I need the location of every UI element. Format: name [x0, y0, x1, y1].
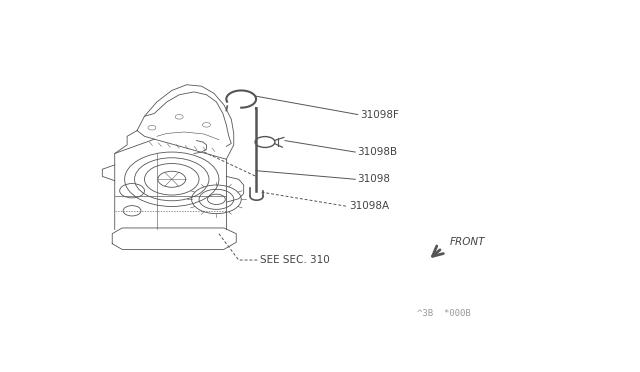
Text: SEE SEC. 310: SEE SEC. 310	[260, 255, 330, 265]
Text: 31098A: 31098A	[349, 202, 389, 211]
Text: 31098: 31098	[356, 174, 390, 184]
Text: FRONT: FRONT	[449, 237, 485, 247]
Text: ^3B  *000B: ^3B *000B	[417, 309, 471, 318]
Text: 31098F: 31098F	[360, 109, 399, 119]
Text: 31098B: 31098B	[356, 147, 397, 157]
